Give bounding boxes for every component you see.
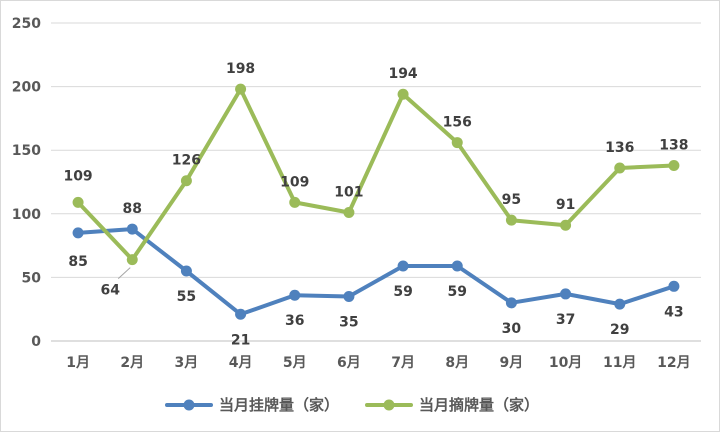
legend-label: 当月挂牌量（家） xyxy=(219,396,339,414)
legend-marker xyxy=(183,399,195,411)
series-1-point xyxy=(72,196,84,208)
series-1-point xyxy=(397,88,409,100)
y-tick-label: 200 xyxy=(12,80,41,96)
x-tick-label: 5月 xyxy=(283,355,307,371)
data-label: 64 xyxy=(101,283,121,299)
series-0-point xyxy=(397,260,409,272)
leader-line xyxy=(117,267,131,279)
data-label: 194 xyxy=(388,66,417,82)
data-label: 43 xyxy=(664,304,683,320)
series-0-point xyxy=(451,260,463,272)
y-tick-label: 50 xyxy=(22,270,42,286)
data-label: 88 xyxy=(123,201,142,217)
y-tick-label: 150 xyxy=(12,143,41,159)
series-1-point xyxy=(126,254,138,266)
series-0-point xyxy=(72,227,84,239)
series-1-point xyxy=(343,207,355,219)
x-tick-label: 3月 xyxy=(175,355,199,371)
gridlines xyxy=(51,22,701,342)
y-axis: 0 50 100 150 200 250 xyxy=(12,16,41,350)
series-0-point xyxy=(235,308,247,320)
series-1-point xyxy=(451,137,463,149)
data-label: 35 xyxy=(339,314,358,330)
x-tick-label: 9月 xyxy=(500,355,524,371)
data-label: 59 xyxy=(393,284,412,300)
x-tick-label: 12月 xyxy=(657,355,690,371)
series-0-point xyxy=(560,288,572,300)
data-label: 101 xyxy=(334,185,363,201)
data-label: 138 xyxy=(659,137,688,153)
data-label: 198 xyxy=(226,61,255,77)
series-1-point xyxy=(668,159,680,171)
series-0-point xyxy=(289,289,301,301)
legend: 当月挂牌量（家） 当月摘牌量（家） xyxy=(165,396,539,414)
y-tick-label: 100 xyxy=(12,207,41,223)
series-1-point xyxy=(560,219,572,231)
data-label: 55 xyxy=(177,289,196,305)
x-tick-label: 2月 xyxy=(120,355,144,371)
x-tick-label: 8月 xyxy=(445,355,469,371)
series-0-point xyxy=(668,280,680,292)
data-label: 36 xyxy=(285,313,304,329)
legend-label: 当月摘牌量（家） xyxy=(419,396,539,414)
data-label: 91 xyxy=(556,197,575,213)
data-label: 109 xyxy=(63,168,92,184)
data-label: 37 xyxy=(556,312,575,328)
legend-marker xyxy=(383,399,395,411)
data-label: 156 xyxy=(443,115,472,131)
series-1-point xyxy=(505,214,517,226)
series-group xyxy=(72,83,680,320)
series-0-point xyxy=(126,223,138,235)
x-tick-label: 1月 xyxy=(66,355,90,371)
series-0-point xyxy=(614,298,626,310)
series-line-0 xyxy=(76,227,676,317)
x-tick-label: 11月 xyxy=(603,355,636,371)
series-0-point xyxy=(180,265,192,277)
series-1-point xyxy=(180,175,192,187)
x-axis: 1月 2月 3月 4月 5月 6月 7月 8月 9月 10月 11月 12月 xyxy=(66,355,690,371)
x-tick-label: 4月 xyxy=(229,355,253,371)
data-labels: 85 109 88 64 55 126 21 198 36 109 35 101 59 194 59 156 3… xyxy=(63,61,688,348)
data-label: 21 xyxy=(231,332,250,348)
series-1-point xyxy=(614,162,626,174)
data-label: 136 xyxy=(605,140,634,156)
y-tick-label: 250 xyxy=(12,16,41,32)
data-label: 109 xyxy=(280,174,309,190)
y-tick-label: 0 xyxy=(31,334,41,350)
series-1-point xyxy=(289,196,301,208)
data-label: 126 xyxy=(172,153,201,169)
data-label: 29 xyxy=(610,322,629,338)
series-0-point xyxy=(505,297,517,309)
series-line-1 xyxy=(76,87,676,262)
series-1-point xyxy=(235,83,247,95)
x-tick-label: 6月 xyxy=(337,355,361,371)
data-label: 30 xyxy=(502,321,522,337)
x-tick-label: 10月 xyxy=(549,355,582,371)
data-label: 95 xyxy=(502,192,521,208)
x-tick-label: 7月 xyxy=(391,355,415,371)
data-label: 85 xyxy=(68,254,87,270)
series-0-point xyxy=(343,290,355,302)
data-label: 59 xyxy=(448,284,467,300)
